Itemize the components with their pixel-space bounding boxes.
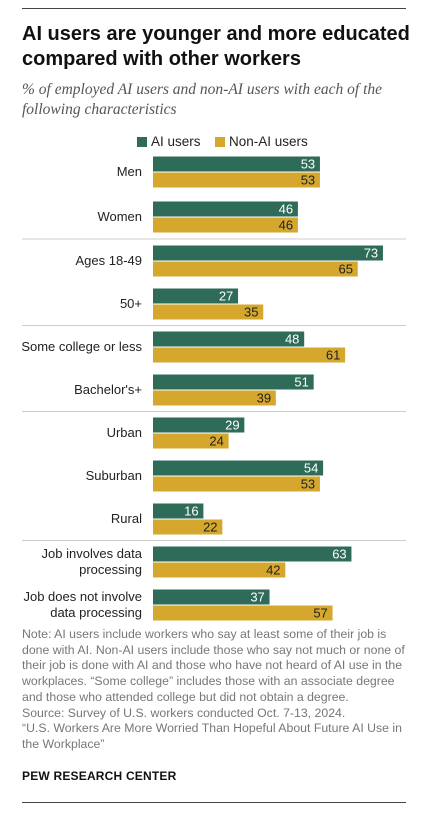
bar-ai (153, 589, 270, 605)
bar-non-ai (153, 476, 320, 492)
value-label-ai: 54 (304, 461, 318, 476)
category-label: Some college or less (21, 339, 142, 354)
category-label: Urban (107, 425, 142, 440)
report-title: “U.S. Workers Are More Worried Than Hope… (22, 721, 403, 751)
legend-label-ai: AI users (151, 134, 201, 149)
category-label: Ages 18-49 (76, 253, 143, 268)
value-label-ai: 27 (219, 289, 233, 304)
category-label: Suburban (86, 468, 142, 483)
value-label-non-ai: 57 (313, 606, 327, 621)
value-label-ai: 46 (279, 202, 293, 217)
bar-ai (153, 201, 298, 217)
value-label-non-ai: 53 (301, 477, 315, 492)
category-label: Job involves data (42, 546, 143, 561)
category-label: processing (79, 562, 142, 577)
bar-ai (153, 245, 383, 261)
chart-title: AI users are younger and more educated c… (22, 23, 410, 70)
bar-non-ai (153, 562, 286, 578)
value-label-non-ai: 65 (339, 262, 353, 277)
category-label: Job does not involve (23, 589, 142, 604)
bar-non-ai (153, 261, 358, 277)
bar-ai (153, 546, 352, 562)
value-label-non-ai: 46 (279, 218, 293, 233)
value-label-ai: 48 (285, 332, 299, 347)
value-label-ai: 29 (225, 418, 239, 433)
legend-item-non-ai: Non-AI users (215, 134, 308, 149)
bar-non-ai (153, 433, 229, 449)
legend-swatch-ai (137, 136, 147, 147)
legend-swatch-non-ai (215, 136, 225, 147)
value-label-ai: 73 (364, 246, 378, 261)
category-label: Men (117, 164, 142, 179)
chart-subtitle: % of employed AI users and non-AI users … (22, 81, 383, 118)
value-label-ai: 37 (250, 590, 264, 605)
bar-non-ai (153, 347, 346, 363)
value-label-non-ai: 39 (257, 391, 271, 406)
top-rule (22, 8, 406, 9)
bar-non-ai (153, 217, 298, 233)
category-label: Bachelor's+ (74, 382, 142, 397)
chart-note: Note: AI users include workers who say a… (22, 627, 417, 753)
value-label-non-ai: 53 (301, 173, 315, 188)
value-label-non-ai: 24 (209, 434, 223, 449)
bar-ai (153, 331, 305, 347)
bar-ai (153, 374, 314, 390)
brand-logo: PEW RESEARCH CENTER (22, 769, 177, 783)
category-label: 50+ (120, 296, 142, 311)
value-label-non-ai: 35 (244, 305, 258, 320)
legend: AI users Non-AI users (0, 134, 439, 154)
value-label-ai: 51 (294, 375, 308, 390)
bar-non-ai (153, 390, 276, 406)
source-text: Source: Survey of U.S. workers conducted… (22, 705, 346, 720)
bar-ai (153, 503, 204, 519)
bar-non-ai (153, 605, 333, 621)
bar-ai (153, 417, 245, 433)
bar-non-ai (153, 172, 320, 188)
bar-ai (153, 460, 324, 476)
legend-label-non-ai: Non-AI users (229, 134, 308, 149)
value-label-non-ai: 22 (203, 520, 217, 535)
bottom-rule (22, 802, 406, 803)
legend-item-ai: AI users (137, 134, 201, 149)
bar-ai (153, 288, 239, 304)
bar-non-ai (153, 304, 264, 320)
bar-ai (153, 156, 320, 172)
value-label-non-ai: 42 (266, 563, 280, 578)
note-text: Note: AI users include workers who say a… (22, 627, 405, 704)
category-label: Women (97, 209, 142, 224)
value-label-ai: 53 (301, 157, 315, 172)
bar-non-ai (153, 519, 223, 535)
category-label: Rural (111, 511, 142, 526)
value-label-ai: 16 (184, 504, 198, 519)
category-label: data processing (50, 605, 142, 620)
value-label-non-ai: 61 (326, 348, 340, 363)
value-label-ai: 63 (332, 547, 346, 562)
